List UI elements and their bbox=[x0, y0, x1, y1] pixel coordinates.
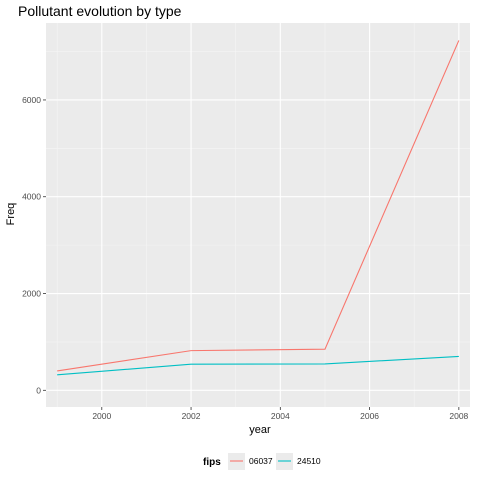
x-tick-label: 2008 bbox=[449, 411, 468, 421]
y-axis-title: Freq bbox=[5, 203, 17, 226]
x-axis-title: year bbox=[249, 424, 271, 436]
legend-title: fips bbox=[203, 457, 221, 468]
x-tick-label: 2004 bbox=[271, 411, 290, 421]
x-tick-label: 2002 bbox=[182, 411, 201, 421]
chart-title: Pollutant evolution by type bbox=[18, 3, 182, 19]
x-axis-ticks: 2000 2002 2004 2006 2008 bbox=[92, 407, 468, 421]
legend: fips 06037 24510 bbox=[203, 453, 321, 470]
y-tick-label: 0 bbox=[36, 385, 41, 395]
x-tick-label: 2006 bbox=[360, 411, 379, 421]
y-tick-label: 6000 bbox=[22, 95, 41, 105]
x-tick-label: 2000 bbox=[92, 411, 111, 421]
y-tick-label: 2000 bbox=[22, 289, 41, 299]
y-axis-ticks: 0 2000 4000 6000 bbox=[22, 95, 46, 395]
legend-label: 24510 bbox=[297, 456, 321, 466]
legend-label: 06037 bbox=[249, 456, 273, 466]
y-tick-label: 4000 bbox=[22, 192, 41, 202]
